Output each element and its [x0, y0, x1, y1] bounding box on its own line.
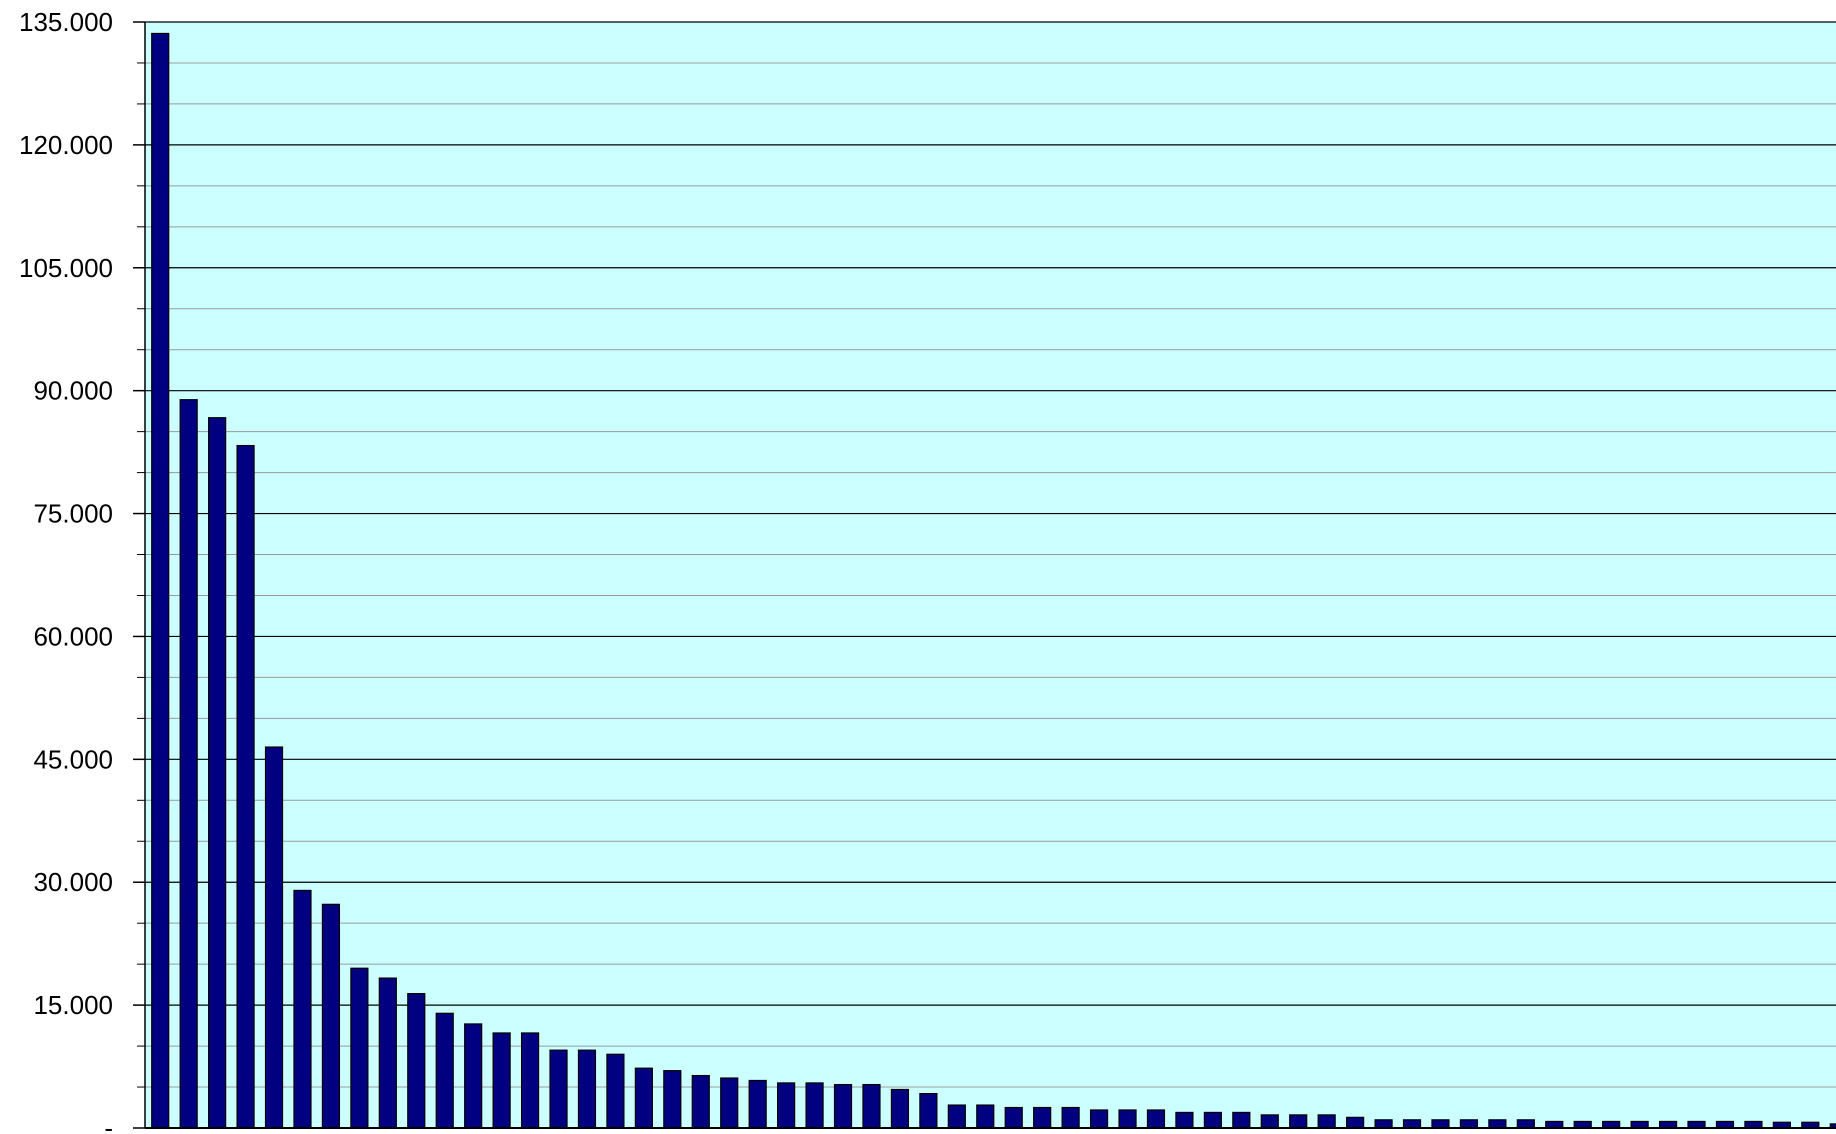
bar	[606, 1053, 625, 1129]
bar	[1061, 1106, 1080, 1129]
tick-label-layer: - 15.000 30.000 45.000 60.000 75.000 90.000 105…	[19, 7, 113, 1134]
bar	[407, 993, 426, 1129]
bar	[1317, 1114, 1336, 1129]
bar	[1260, 1114, 1279, 1129]
bar	[520, 1032, 540, 1129]
bar	[1118, 1109, 1137, 1129]
bar	[862, 1083, 881, 1129]
bar	[577, 1049, 597, 1129]
bar	[435, 1012, 454, 1129]
bar	[1459, 1119, 1479, 1129]
bar	[1374, 1119, 1393, 1129]
bar	[492, 1032, 511, 1129]
bar	[236, 444, 255, 1129]
y-tick-label: 105.000	[19, 253, 113, 283]
y-tick-label: -	[104, 1113, 113, 1134]
y-tick-label: 90.000	[33, 376, 113, 406]
bar	[1175, 1111, 1194, 1129]
bar	[805, 1082, 824, 1129]
plot-background-layer	[145, 22, 1836, 1128]
bar	[1289, 1114, 1308, 1129]
bar	[976, 1104, 995, 1129]
bar	[833, 1083, 853, 1129]
bar	[663, 1070, 682, 1129]
bar	[1346, 1116, 1365, 1129]
bar	[1004, 1106, 1023, 1129]
bar	[1516, 1119, 1535, 1129]
bar	[1033, 1106, 1052, 1129]
axis-layer	[133, 21, 1836, 1129]
bar	[919, 1092, 938, 1129]
bar	[264, 746, 284, 1129]
bar	[1203, 1111, 1222, 1129]
bar	[1829, 1123, 1836, 1129]
y-tick-label: 60.000	[33, 621, 113, 651]
y-tick-label: 30.000	[33, 867, 113, 897]
y-tick-label: 120.000	[19, 130, 113, 160]
bar	[549, 1049, 568, 1129]
bar	[179, 399, 198, 1129]
bar	[321, 903, 341, 1129]
bar	[748, 1079, 767, 1129]
bar	[1402, 1119, 1422, 1129]
bar	[1089, 1109, 1109, 1129]
bar	[350, 967, 369, 1129]
bar	[890, 1088, 910, 1129]
bar	[691, 1074, 710, 1129]
bar	[947, 1104, 966, 1129]
bar	[378, 977, 397, 1129]
y-tick-label: 135.000	[19, 7, 113, 37]
bar	[1232, 1111, 1251, 1129]
y-tick-label: 75.000	[33, 499, 113, 529]
bar	[720, 1077, 739, 1129]
bar	[464, 1023, 483, 1129]
y-tick-label: 15.000	[33, 990, 113, 1020]
bar	[1488, 1119, 1507, 1129]
bar	[1431, 1119, 1450, 1129]
bar	[293, 889, 312, 1129]
grid-layer	[145, 21, 1836, 1088]
y-tick-label: 45.000	[33, 744, 113, 774]
bar	[777, 1082, 796, 1129]
bar	[151, 32, 170, 1129]
bar	[208, 417, 227, 1129]
bar	[634, 1067, 653, 1129]
bar	[1146, 1109, 1166, 1129]
plot-area	[145, 22, 1836, 1128]
